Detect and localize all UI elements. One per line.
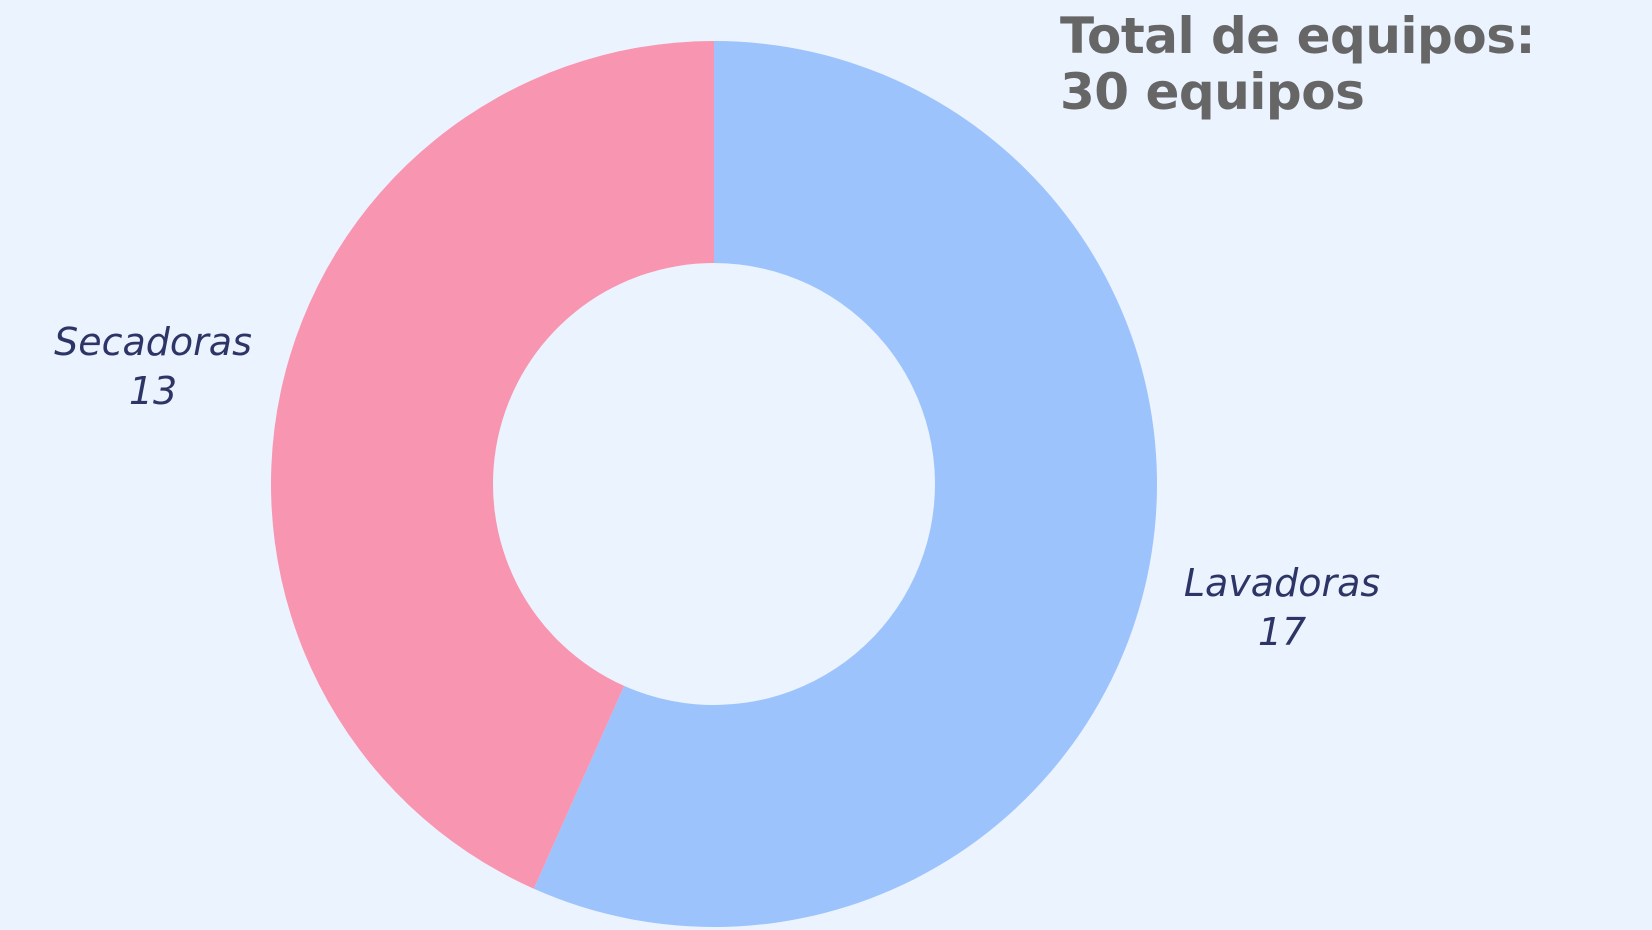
slice-value-lavadoras: 17 [1258,610,1306,654]
slice-secadoras [270,41,714,889]
title-line-1: Total de equipos: [1060,7,1535,65]
slices-group [270,41,1157,927]
labels-group: Lavadoras 17 Secadoras 13 [54,320,1380,654]
slice-lavadoras [533,41,1157,927]
slice-value-secadoras: 13 [129,369,177,413]
slice-label-secadoras: Secadoras [54,320,252,364]
slice-label-lavadoras: Lavadoras [1184,561,1380,605]
title-line-2: 30 equipos [1060,63,1365,121]
chart-title: Total de equipos: 30 equipos [1060,8,1620,120]
